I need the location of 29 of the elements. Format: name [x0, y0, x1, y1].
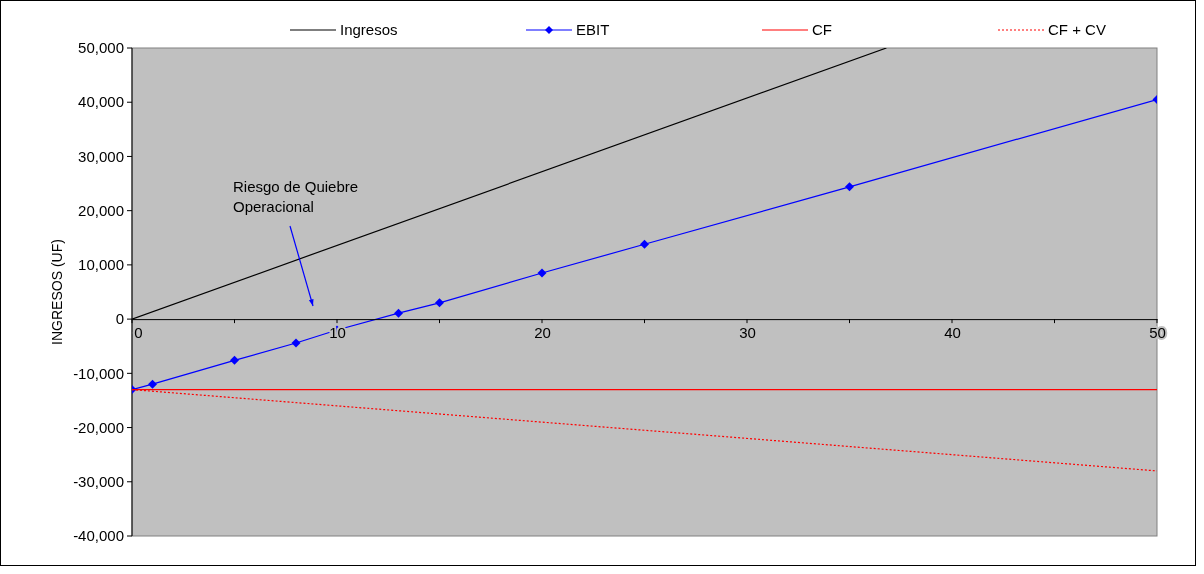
y-tick-label: 40,000 [78, 93, 124, 111]
point [148, 379, 157, 389]
x-tick-label: 50 [1149, 323, 1166, 341]
y-tick-label: -40,000 [73, 527, 124, 545]
legend-label: EBIT [576, 21, 610, 39]
point [230, 355, 239, 365]
legend-label: CF [812, 21, 832, 39]
y-tick-label: 20,000 [78, 201, 124, 219]
point [537, 268, 547, 278]
legend-label: Ingresos [340, 21, 398, 39]
y-tick-label: 50,000 [78, 39, 124, 57]
y-tick-label: -30,000 [73, 473, 124, 491]
y-tick-label: 10,000 [78, 256, 124, 274]
y-axis-title: INGRESOS (UF) [49, 239, 65, 345]
y-tick-label: -10,000 [73, 364, 124, 382]
legend-label: CF + CV [1048, 21, 1106, 39]
x-tick-label: 0 [134, 323, 143, 341]
point [291, 338, 301, 348]
x-tick-label: 20 [534, 323, 551, 341]
y-tick-label: 30,000 [78, 147, 124, 165]
point [640, 239, 649, 249]
y-tick-label: -20,000 [73, 418, 124, 436]
point [435, 298, 444, 308]
annotation: Riesgo de Quiebre Operacional [233, 178, 359, 215]
point [394, 308, 403, 318]
x-tick-label: 40 [944, 323, 961, 341]
y-tick-label: 0 [115, 310, 124, 328]
point [845, 182, 854, 192]
x-tick-label: 30 [739, 323, 756, 341]
